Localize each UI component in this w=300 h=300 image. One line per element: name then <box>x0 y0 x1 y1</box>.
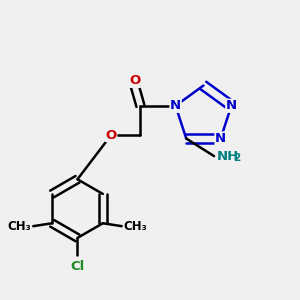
Text: CH₃: CH₃ <box>8 220 32 233</box>
Text: O: O <box>106 129 117 142</box>
Text: NH: NH <box>217 150 239 163</box>
Text: N: N <box>170 99 181 112</box>
Text: N: N <box>215 132 226 145</box>
Text: O: O <box>129 74 140 87</box>
Text: CH₃: CH₃ <box>123 220 147 233</box>
Text: N: N <box>226 99 237 112</box>
Text: Cl: Cl <box>70 260 85 273</box>
Text: 2: 2 <box>233 153 240 163</box>
